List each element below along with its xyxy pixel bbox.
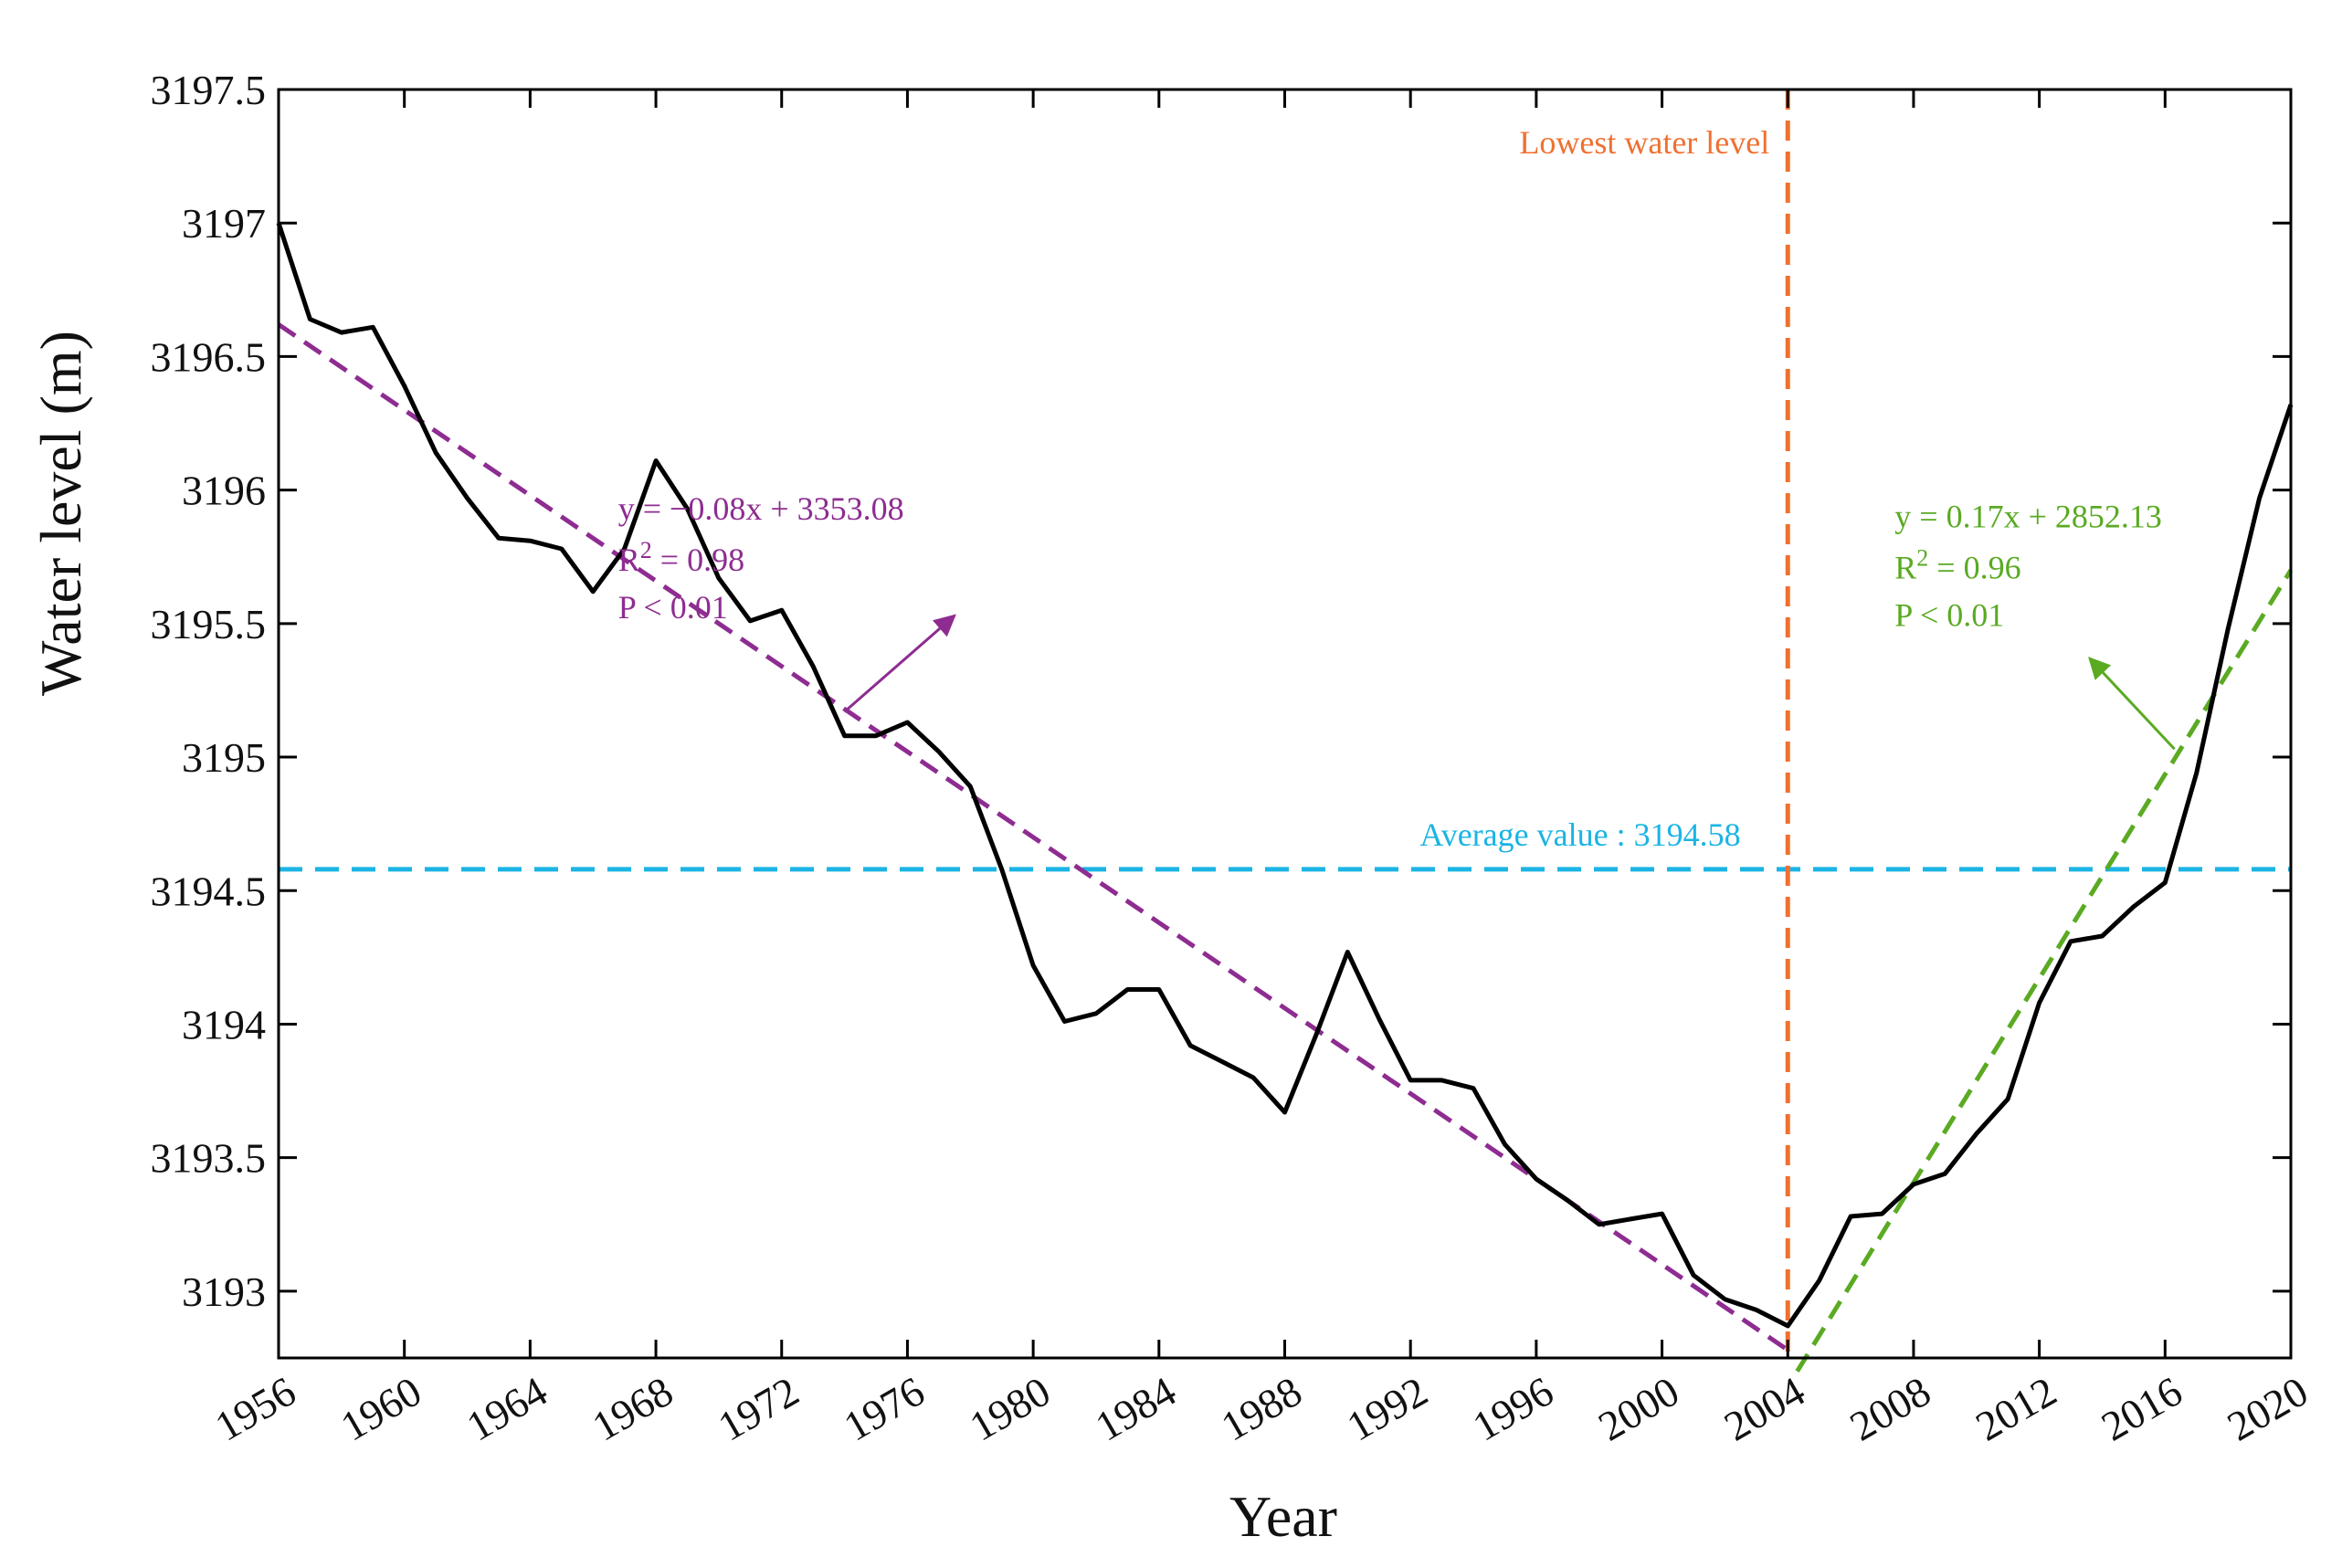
y-tick-label: 3196.5 [151,333,267,380]
y-tick-label: 3195 [182,734,266,781]
trend-arrow-1 [843,614,956,713]
x-axis-title: Year [1229,1484,1337,1549]
trend-equation-1: y = −0.08x + 3353.08 [618,490,904,527]
x-tick-label: 2008 [1842,1367,1938,1449]
trend-line-2 [1795,569,2294,1373]
lowest-water-level-label: Lowest water level [1519,124,1769,161]
plot-frame [277,88,2293,1360]
x-tick-label: 1960 [333,1367,429,1449]
y-axis-title: Water level (m) [28,331,93,696]
y-tick-label: 3196 [182,468,266,514]
trend-p-value-1: P < 0.01 [618,589,728,626]
x-tick-label: 1956 [207,1367,303,1449]
trend-arrow-2 [2088,657,2176,751]
trend-r2-2: R2 = 0.96 [1894,545,2020,586]
x-tick-label: 1984 [1088,1367,1184,1449]
axis-titles-layer: Year Water level (m) [28,331,1337,1549]
x-tick-label: 2012 [1967,1367,2063,1449]
y-tick-label: 3197.5 [151,67,267,113]
x-tick-label: 2020 [2220,1367,2316,1449]
y-tick-label: 3194 [182,1001,266,1047]
y-tick-label: 3193.5 [151,1135,267,1182]
x-tick-label: 1968 [585,1367,680,1449]
x-tick-label: 1976 [836,1367,932,1449]
plot-frame-layer [277,88,2293,1360]
x-tick-label: 1992 [1339,1367,1435,1449]
trend-p-value-2: P < 0.01 [1894,597,2004,634]
x-tick-label: 1980 [962,1367,1058,1449]
series-layer [276,222,2294,1329]
x-tick-label: 2000 [1590,1367,1686,1449]
y-tick-label: 3197 [182,200,266,247]
x-tick-label: 1996 [1465,1367,1561,1449]
x-tick-label: 1988 [1213,1367,1309,1449]
reference-lines-layer [279,89,2291,1358]
trend-line-1 [277,322,1789,1352]
ticks-layer: 3193 3193.5 3194 3194.5 3195 3195.5 3196 3196.5… [151,67,2316,1450]
trend-equation-2: y = 0.17x + 2852.13 [1894,499,2162,535]
trend-r2-1: R2 = 0.98 [618,537,744,578]
x-tick-label: 1964 [459,1367,554,1449]
x-tick-label: 1972 [711,1367,807,1449]
y-tick-label: 3195.5 [151,601,267,647]
y-tick-label: 3194.5 [151,868,267,914]
y-tick-label: 3193 [182,1268,266,1315]
series-line-1 [276,222,2294,1329]
x-tick-label: 2016 [2094,1367,2189,1449]
x-tick-label: 2004 [1716,1367,1812,1449]
annotations-layer: Average value : 3194.58 Lowest water leve… [618,124,2176,853]
trend-lines-layer [277,322,2294,1373]
average-value-label: Average value : 3194.58 [1419,816,1740,853]
